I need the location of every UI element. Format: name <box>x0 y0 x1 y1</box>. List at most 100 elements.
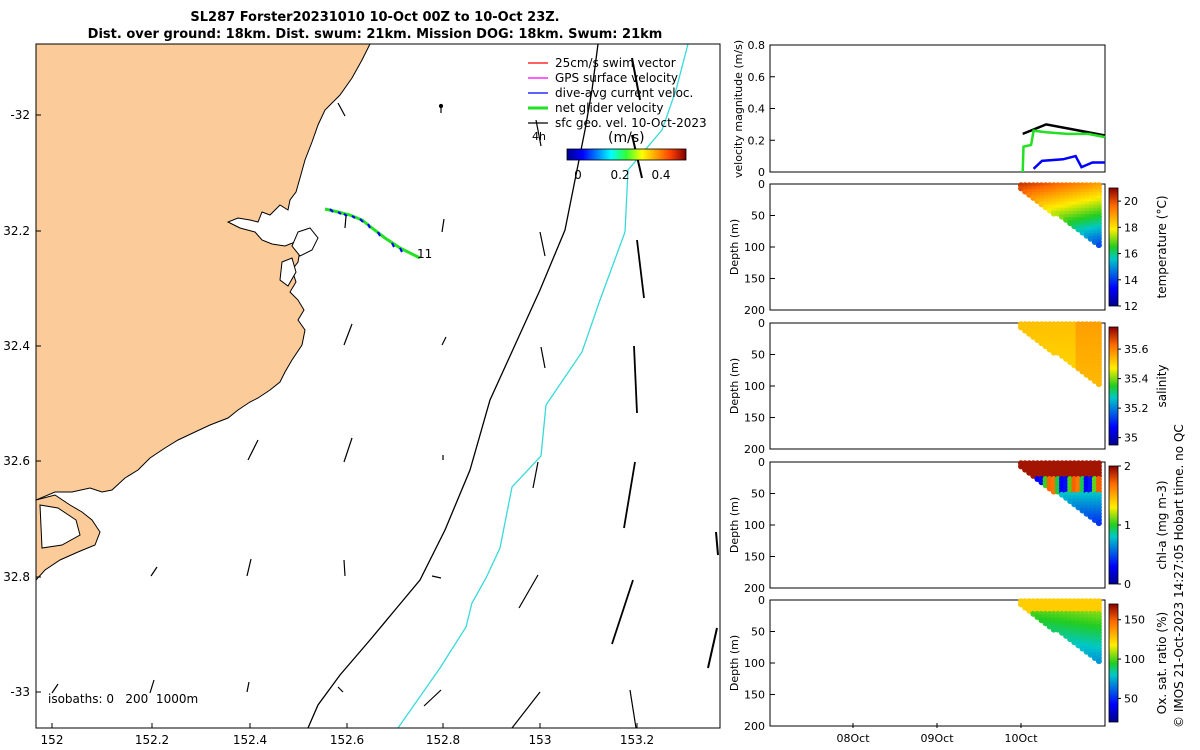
time-x-tick: 09Oct <box>920 732 954 745</box>
section-y-tick: 50 <box>751 488 765 501</box>
map-x-tick: 152.4 <box>233 733 267 747</box>
section-y-label: Depth (m) <box>728 219 741 275</box>
section-colorbar <box>1108 187 1119 307</box>
velocity-y-tick: 0.6 <box>748 71 766 84</box>
section-y-tick: 50 <box>751 349 765 362</box>
velocity-line-dive <box>1032 154 1105 170</box>
section-panel-3: 0 50 100 150 200 Depth (m) 50 100 150 Ox. sat. ra… <box>728 594 1169 733</box>
velocity-y-label: velocity magnitude (m/s) <box>732 40 745 178</box>
map-x-tick: 152.6 <box>330 733 364 747</box>
time-x-tick: 10Oct <box>1004 732 1038 745</box>
colorbar-tick: 35.6 <box>1124 343 1149 356</box>
velocity-y-tick: 0.2 <box>748 134 766 147</box>
section-y-tick: 50 <box>751 210 765 223</box>
map-y-tick: -33 <box>10 685 30 699</box>
map-x-axis: 152 152.2 152.4 152.6 152.8 153 153.2 <box>41 723 654 747</box>
colorbar-tick: 12 <box>1124 300 1138 313</box>
map-y-tick: 32.2 <box>3 224 30 238</box>
section-y-tick: 100 <box>744 657 765 670</box>
map-x-tick: 152.2 <box>135 733 169 747</box>
colorbar-tick: 0 <box>574 168 582 182</box>
section-panel-0: 0 50 100 150 200 Depth (m) 12 14 16 18 20 temperatu… <box>728 178 1169 317</box>
section-data-2 <box>1018 460 1102 527</box>
colorbar-tick: 20 <box>1124 195 1138 208</box>
colorbar-tick: 35.2 <box>1124 402 1149 415</box>
colorbar-label: chl-a (mg m-3) <box>1155 480 1169 569</box>
section-y-tick: 100 <box>744 519 765 532</box>
estuary-area <box>279 257 297 287</box>
time-x-axis: 08Oct 09Oct 10Oct <box>836 723 1038 745</box>
section-y-tick: 100 <box>744 380 765 393</box>
colorbar-unit: (m/s) <box>608 130 645 146</box>
section-y-tick: 150 <box>744 273 765 286</box>
map-x-tick: 153 <box>529 733 552 747</box>
colorbar-tick: 16 <box>1124 248 1138 261</box>
colorbar-label: temperature (°C) <box>1155 196 1169 299</box>
section-data-1 <box>1018 321 1102 388</box>
colorbar-label: Ox. sat. ratio (%) <box>1155 612 1169 714</box>
section-y-tick: 200 <box>744 720 765 733</box>
colorbar-tick: 14 <box>1124 274 1138 287</box>
section-y-label: Depth (m) <box>728 635 741 691</box>
arrow-scale-label: 4h <box>532 130 546 143</box>
section-y-tick: 100 <box>744 241 765 254</box>
velocity-line-surface <box>1022 123 1106 137</box>
section-y-tick: 200 <box>744 304 765 317</box>
section-y-label: Depth (m) <box>728 358 741 414</box>
section-y-tick: 0 <box>758 594 765 607</box>
map-x-tick: 152.8 <box>426 733 460 747</box>
chart-title-line-1: SL287 Forster20231010 10-Oct 00Z to 10-O… <box>190 10 560 25</box>
colorbar-tick: 35.4 <box>1124 373 1149 386</box>
colorbar-tick: 50 <box>1124 692 1138 705</box>
map-x-tick: 152 <box>41 733 64 747</box>
legend-label-swim: 25cm/s swim vector <box>555 56 676 70</box>
lower-estuary <box>39 504 81 549</box>
chart-title-line-2: Dist. over ground: 18km. Dist. swum: 21k… <box>87 27 663 42</box>
section-y-tick: 50 <box>751 626 765 639</box>
velocity-panel: 0 0.2 0.4 0.6 0.8 velocity magnitude (m/s) <box>732 39 1106 179</box>
legend-label-gps: GPS surface velocity <box>555 71 678 85</box>
section-data-3 <box>1018 598 1102 665</box>
colorbar-tick: 150 <box>1124 614 1145 627</box>
colorbar-tick: 100 <box>1124 653 1145 666</box>
velocity-y-tick: 0 <box>758 166 765 179</box>
section-y-tick: 0 <box>758 456 765 469</box>
map-y-axis: -32 32.2 32.4 32.6 32.8 -33 <box>3 108 41 699</box>
map-y-tick: -32 <box>10 108 30 122</box>
colorbar-tick: 2 <box>1124 460 1131 473</box>
section-colorbar <box>1108 465 1119 585</box>
map-y-tick: 32.6 <box>3 454 30 468</box>
legend-label-sfc-geo: sfc geo. vel. 10-Oct-2023 <box>555 116 707 130</box>
legend-label-dive-avg: dive-avg current veloc. <box>555 86 693 100</box>
section-y-tick: 200 <box>744 443 765 456</box>
credit-text: © IMOS 21-Oct-2023 14:27:05 Hobart time.… <box>1172 424 1186 728</box>
section-y-label: Depth (m) <box>728 497 741 553</box>
isobaths-label: isobaths: 0 200 1000m <box>48 692 198 706</box>
velocity-y-tick: 0.8 <box>748 39 766 52</box>
section-colorbar <box>1108 326 1119 446</box>
section-y-tick: 150 <box>744 689 765 702</box>
colorbar-tick: 35 <box>1124 432 1138 445</box>
colorbar-tick: 0.2 <box>610 168 629 182</box>
section-data-0 <box>1018 182 1102 249</box>
section-panel-1: 0 50 100 150 200 Depth (m) 35 35.2 35.4 35.6 salin… <box>728 317 1169 456</box>
section-colorbar <box>1108 603 1119 723</box>
geostrophic-velocity-arrows <box>51 57 719 728</box>
colorbar-tick: 0 <box>1124 578 1131 591</box>
map-y-tick: 32.4 <box>3 339 30 353</box>
section-y-tick: 200 <box>744 582 765 595</box>
dive-avg-markers <box>329 208 403 253</box>
time-x-tick: 08Oct <box>836 732 870 745</box>
track-end-label: 11 <box>417 247 432 261</box>
section-y-tick: 150 <box>744 551 765 564</box>
colorbar-tick: 1 <box>1124 519 1131 532</box>
map-y-tick: 32.8 <box>3 570 30 584</box>
colorbar-tick: 0.4 <box>651 168 670 182</box>
map-x-tick: 153.2 <box>620 733 654 747</box>
legend-label-net-glider: net glider velocity <box>555 101 663 115</box>
map-frame <box>35 43 721 729</box>
map-panel: 11 <box>36 44 720 728</box>
section-y-tick: 0 <box>758 178 765 191</box>
